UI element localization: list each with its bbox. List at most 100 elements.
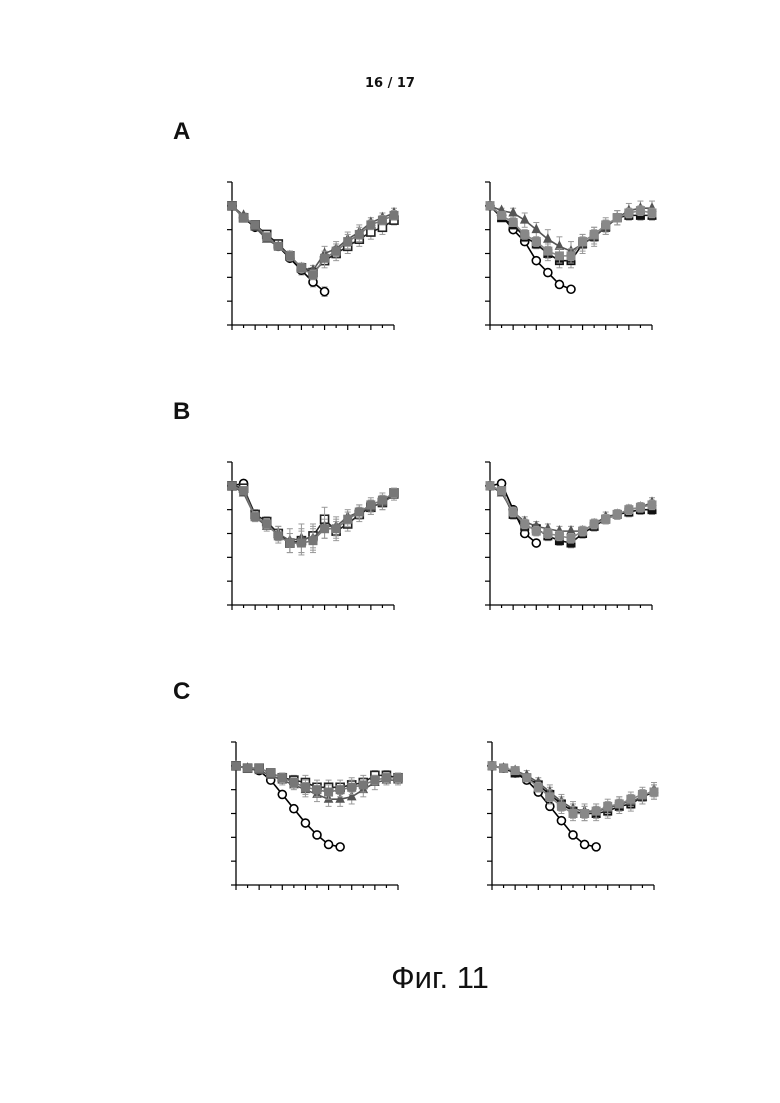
data-point-square-filled (509, 219, 517, 227)
data-point-square-filled (613, 214, 621, 222)
data-point-square-filled (569, 810, 577, 818)
data-point-square-filled (290, 779, 298, 787)
data-point-square-filled (325, 788, 333, 796)
data-point-circle (532, 539, 540, 547)
data-point-square-filled (500, 764, 508, 772)
figure-caption: Фиг. 11 (0, 960, 780, 996)
series-3-group (488, 762, 658, 821)
data-point-square-filled (534, 783, 542, 791)
data-point-square-filled (255, 764, 263, 772)
data-point-circle (301, 819, 309, 827)
data-point-circle (290, 805, 298, 813)
data-point-square-filled (286, 539, 294, 547)
data-point-square-filled (557, 802, 565, 810)
series-0-line (236, 766, 340, 847)
data-point-square-filled (394, 774, 402, 782)
data-point-square-filled (638, 790, 646, 798)
data-point-square-filled (309, 537, 317, 545)
data-point-square-filled (278, 774, 286, 782)
data-point-square-filled (244, 764, 252, 772)
data-point-square-filled (567, 534, 575, 542)
data-point-square-filled (648, 501, 656, 509)
data-point-square-filled (332, 525, 340, 533)
data-point-square-filled (313, 786, 321, 794)
data-point-square-filled (321, 254, 329, 262)
data-point-triangle-filled (567, 526, 575, 534)
data-point-square-filled (602, 515, 610, 523)
data-point-square-filled (567, 252, 575, 260)
data-point-triangle-filled (532, 225, 540, 233)
data-point-circle (544, 269, 552, 277)
data-point-circle (336, 843, 344, 851)
data-point-square-filled (367, 501, 375, 509)
data-point-square-filled (263, 520, 271, 528)
data-point-square-filled (579, 527, 587, 535)
data-point-circle (592, 843, 600, 851)
series-2-group (228, 201, 398, 275)
data-point-square-filled (486, 482, 494, 490)
data-point-square-filled (488, 762, 496, 770)
data-point-square-filled (367, 221, 375, 229)
data-point-square-filled (332, 247, 340, 255)
data-point-triangle-filled (544, 234, 552, 242)
data-point-square-filled (344, 515, 352, 523)
data-point-square-filled (301, 783, 309, 791)
data-point-circle (557, 817, 565, 825)
data-point-square-filled (344, 238, 352, 246)
data-point-square-filled (498, 487, 506, 495)
data-point-square-filled (650, 788, 658, 796)
data-point-square-filled (267, 769, 275, 777)
data-point-circle (325, 840, 333, 848)
data-point-square-filled (544, 247, 552, 255)
data-point-square-filled (309, 271, 317, 279)
series-2-line (232, 206, 394, 270)
data-point-square-filled (615, 800, 623, 808)
data-point-square-filled (359, 781, 367, 789)
data-point-square-filled (521, 520, 529, 528)
chart-a-right (430, 125, 690, 375)
data-point-square-filled (240, 487, 248, 495)
data-point-square-filled (521, 230, 529, 238)
data-point-square-filled (544, 530, 552, 538)
data-point-square-filled (228, 202, 236, 210)
data-point-square-filled (274, 532, 282, 540)
data-point-square-filled (648, 209, 656, 217)
data-point-square-filled (579, 238, 587, 246)
data-point-square-filled (390, 211, 398, 219)
data-point-square-filled (511, 767, 519, 775)
data-point-square-filled (228, 482, 236, 490)
data-point-circle (555, 280, 563, 288)
data-point-square-filled (355, 508, 363, 516)
data-point-square-filled (348, 783, 356, 791)
data-point-circle (278, 790, 286, 798)
data-point-square-filled (378, 496, 386, 504)
data-point-square-filled (378, 216, 386, 224)
data-point-square-filled (636, 207, 644, 215)
data-point-square-filled (232, 762, 240, 770)
data-point-square-filled (592, 807, 600, 815)
data-point-square-filled (382, 774, 390, 782)
chart-a-left (172, 125, 432, 375)
data-point-square-filled (486, 202, 494, 210)
chart-c-right (432, 685, 692, 935)
data-point-square-filled (613, 510, 621, 518)
data-point-square-filled (627, 795, 635, 803)
chart-c-left (176, 685, 436, 935)
data-point-square-filled (498, 211, 506, 219)
data-point-square-filled (390, 489, 398, 497)
data-point-square-filled (590, 520, 598, 528)
data-point-square-filled (532, 527, 540, 535)
page-number: 16 / 17 (0, 76, 780, 91)
data-point-square-filled (555, 532, 563, 540)
data-point-square-filled (509, 508, 517, 516)
data-point-square-filled (636, 503, 644, 511)
data-point-square-filled (274, 242, 282, 250)
data-point-circle (567, 285, 575, 293)
series-0-line (492, 766, 596, 847)
data-point-square-filled (297, 264, 305, 272)
data-point-square-filled (523, 774, 531, 782)
data-point-square-filled (321, 525, 329, 533)
chart-b-right (430, 405, 690, 655)
data-point-square-filled (240, 214, 248, 222)
data-point-square-filled (602, 221, 610, 229)
